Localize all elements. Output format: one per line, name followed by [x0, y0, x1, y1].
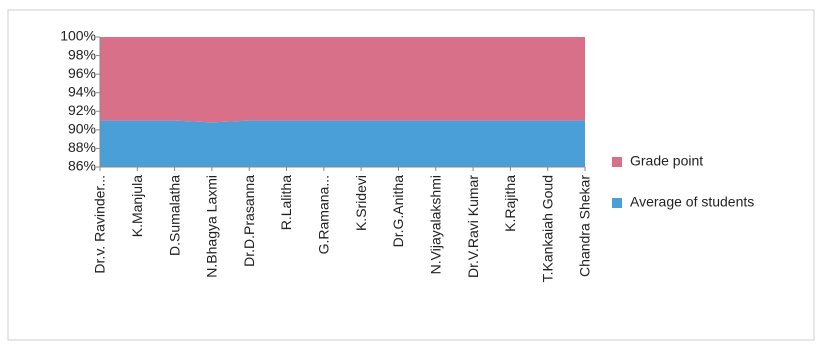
x-tick-label: G.Ramana... — [316, 175, 332, 254]
legend-label: Grade point — [630, 153, 703, 169]
x-tick-label: N.Vijayalakshmi — [427, 175, 443, 274]
area — [100, 120, 585, 167]
x-tick-label: K.Rajitha — [502, 175, 518, 232]
plot-area — [100, 37, 585, 167]
x-tick-label: D.Sumalatha — [166, 175, 182, 256]
x-tick-label: K.Sridevi — [353, 175, 369, 231]
x-tick-label: R.Lalitha — [278, 175, 294, 230]
x-tick-label: K.Manjula — [129, 175, 145, 237]
y-tick-label: 94% — [68, 83, 96, 99]
y-tick-label: 86% — [68, 158, 96, 174]
x-tick-label: T.Kankaiah Goud — [539, 175, 555, 282]
legend-swatch — [612, 198, 622, 208]
x-tick-label: Dr.D.Prasanna — [241, 175, 257, 267]
x-tick-label: Dr.V.Ravi Kumar — [465, 175, 481, 278]
legend-label: Average of students — [630, 194, 754, 210]
y-tick-label: 96% — [68, 65, 96, 81]
x-tick-label: Dr.v. Ravinder... — [92, 175, 108, 274]
y-tick-label: 90% — [68, 121, 96, 137]
x-tick-label: N.Bhagya Laxmi — [204, 175, 220, 278]
x-tick-label: Dr.G.Anitha — [390, 175, 406, 248]
area — [100, 37, 585, 123]
y-tick-label: 98% — [68, 46, 96, 62]
y-tick-label: 92% — [68, 102, 96, 118]
x-tick-label: Chandra Shekar — [577, 175, 593, 277]
y-tick-label: 100% — [60, 28, 96, 44]
legend-swatch — [612, 157, 622, 167]
y-tick-label: 88% — [68, 139, 96, 155]
